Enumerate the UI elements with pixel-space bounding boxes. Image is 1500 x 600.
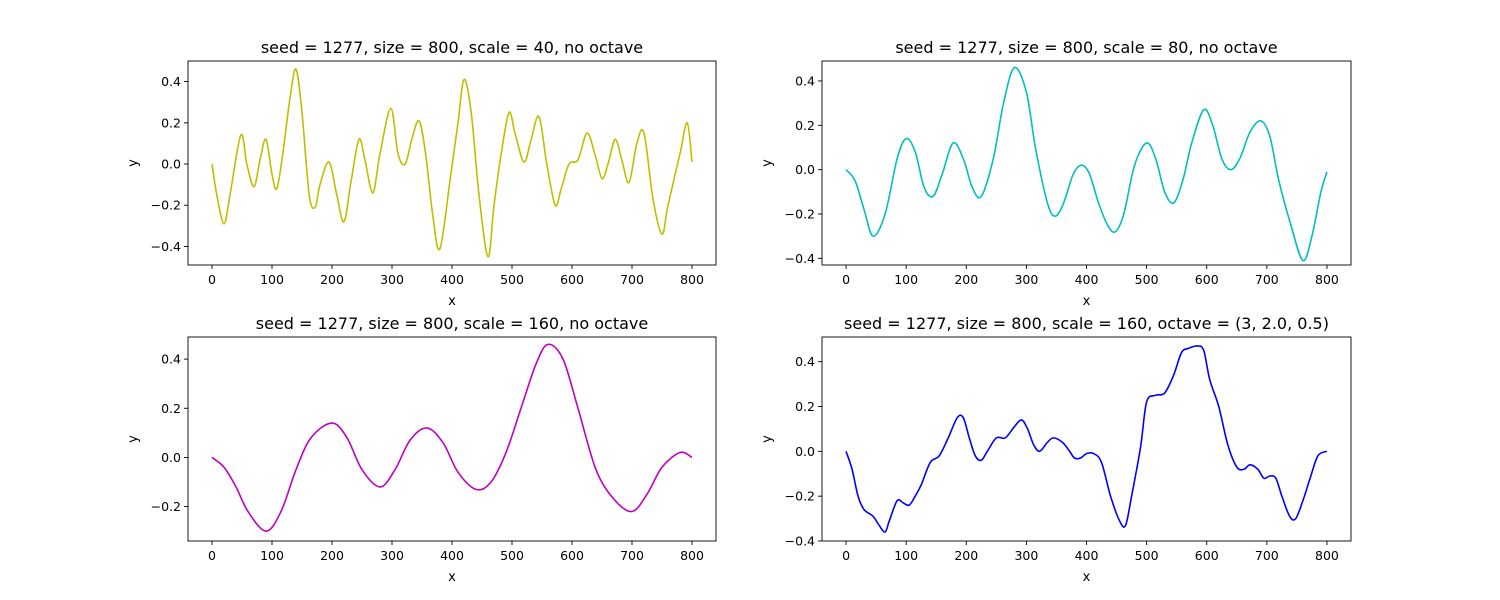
y-tick-label: 0.2 bbox=[161, 115, 181, 130]
y-tick-label: −0.4 bbox=[785, 534, 815, 549]
series-line-1 bbox=[845, 66, 1328, 262]
chart-title: seed = 1277, size = 800, scale = 80, no … bbox=[895, 38, 1277, 57]
y-tick-label: 0.0 bbox=[795, 444, 815, 459]
x-tick-label: 400 bbox=[440, 272, 464, 287]
y-tick-label: −0.4 bbox=[151, 239, 181, 254]
y-tick-label: 0.0 bbox=[161, 157, 181, 172]
y-axis-label: y bbox=[126, 159, 141, 167]
subplot-4: seed = 1277, size = 800, scale = 160, oc… bbox=[760, 314, 1352, 585]
x-tick-label: 700 bbox=[1255, 272, 1279, 287]
y-axis-label: y bbox=[126, 435, 141, 443]
x-tick-label: 800 bbox=[1315, 548, 1339, 563]
x-tick-label: 200 bbox=[954, 548, 978, 563]
y-axis-label: y bbox=[760, 159, 775, 167]
subplot-3: seed = 1277, size = 800, scale = 160, no… bbox=[126, 314, 717, 585]
x-tick-label: 100 bbox=[894, 548, 918, 563]
x-tick-label: 400 bbox=[1075, 548, 1099, 563]
y-tick-label: −0.2 bbox=[151, 198, 181, 213]
x-tick-label: 300 bbox=[1014, 272, 1038, 287]
x-tick-label: 200 bbox=[954, 272, 978, 287]
chart-title: seed = 1277, size = 800, scale = 160, oc… bbox=[844, 314, 1329, 333]
x-tick-label: 500 bbox=[1135, 272, 1159, 287]
y-tick-label: −0.2 bbox=[785, 489, 815, 504]
subplots: seed = 1277, size = 800, scale = 40, no … bbox=[126, 38, 1352, 585]
x-tick-label: 0 bbox=[208, 548, 216, 563]
x-tick-label: 300 bbox=[380, 272, 404, 287]
x-tick-label: 300 bbox=[380, 548, 404, 563]
x-tick-label: 600 bbox=[560, 272, 584, 287]
x-tick-label: 700 bbox=[620, 548, 644, 563]
x-tick-label: 0 bbox=[842, 272, 850, 287]
y-tick-label: 0.4 bbox=[795, 73, 815, 88]
y-tick-label: 0.4 bbox=[795, 354, 815, 369]
x-tick-label: 500 bbox=[1135, 548, 1159, 563]
x-tick-label: 700 bbox=[620, 272, 644, 287]
y-tick-label: 0.0 bbox=[795, 162, 815, 177]
y-tick-label: 0.4 bbox=[161, 74, 181, 89]
y-tick-label: 0.0 bbox=[161, 450, 181, 465]
x-axis-label: x bbox=[448, 570, 456, 585]
x-tick-label: 600 bbox=[1195, 548, 1219, 563]
series-line-1 bbox=[845, 345, 1328, 533]
x-tick-label: 200 bbox=[320, 548, 344, 563]
series-line-1 bbox=[211, 68, 693, 258]
x-tick-label: 600 bbox=[560, 548, 584, 563]
subplot-2: seed = 1277, size = 800, scale = 80, no … bbox=[760, 38, 1352, 309]
x-tick-label: 800 bbox=[680, 272, 704, 287]
x-tick-label: 500 bbox=[500, 548, 524, 563]
y-axis-label: y bbox=[760, 435, 775, 443]
y-tick-label: 0.4 bbox=[161, 352, 181, 367]
x-tick-label: 500 bbox=[500, 272, 524, 287]
chart-title: seed = 1277, size = 800, scale = 40, no … bbox=[261, 38, 643, 57]
y-tick-label: −0.2 bbox=[785, 207, 815, 222]
x-tick-label: 100 bbox=[260, 548, 284, 563]
y-tick-label: 0.2 bbox=[795, 118, 815, 133]
y-tick-label: −0.4 bbox=[785, 251, 815, 266]
y-tick-label: −0.2 bbox=[151, 499, 181, 514]
x-tick-label: 0 bbox=[208, 272, 216, 287]
x-axis-label: x bbox=[1083, 294, 1091, 309]
y-tick-label: 0.2 bbox=[795, 399, 815, 414]
chart-title: seed = 1277, size = 800, scale = 160, no… bbox=[256, 314, 648, 333]
x-axis-label: x bbox=[1083, 570, 1091, 585]
y-tick-label: 0.2 bbox=[161, 401, 181, 416]
subplot-1: seed = 1277, size = 800, scale = 40, no … bbox=[126, 38, 717, 309]
x-axis-label: x bbox=[448, 294, 456, 309]
x-tick-label: 600 bbox=[1195, 272, 1219, 287]
x-tick-label: 100 bbox=[894, 272, 918, 287]
x-tick-label: 400 bbox=[1075, 272, 1099, 287]
x-tick-label: 0 bbox=[842, 548, 850, 563]
series-line-1 bbox=[211, 343, 693, 532]
x-tick-label: 100 bbox=[260, 272, 284, 287]
x-tick-label: 800 bbox=[680, 548, 704, 563]
x-tick-label: 200 bbox=[320, 272, 344, 287]
x-tick-label: 800 bbox=[1315, 272, 1339, 287]
x-tick-label: 400 bbox=[440, 548, 464, 563]
x-tick-label: 700 bbox=[1255, 548, 1279, 563]
x-tick-label: 300 bbox=[1014, 548, 1038, 563]
